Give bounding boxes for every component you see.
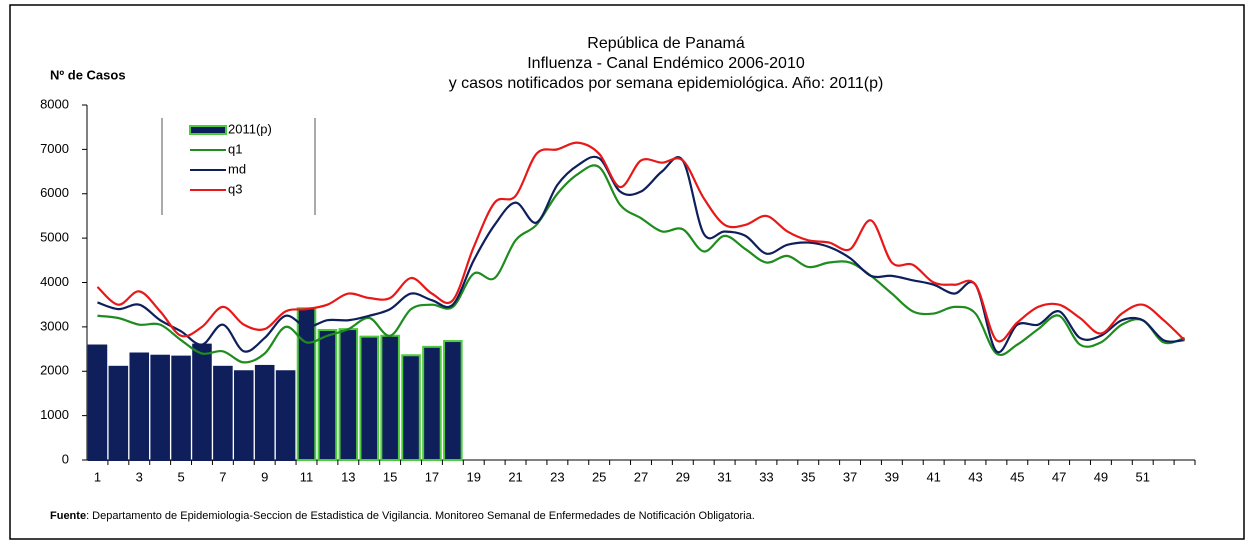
- bar: [443, 340, 463, 462]
- legend: 2011(p) q1 md q3: [161, 118, 316, 215]
- chart-title: República de Panamá: [587, 35, 745, 52]
- legend-label: md: [228, 161, 246, 176]
- bar: [234, 370, 254, 461]
- x-tick-label: 13: [341, 469, 355, 484]
- x-tick-label: 3: [136, 469, 143, 484]
- legend-swatch: [189, 125, 227, 135]
- x-tick-label: 1: [94, 469, 101, 484]
- line: [96, 141, 1186, 343]
- bar: [171, 355, 191, 462]
- x-tick-label: 21: [508, 469, 522, 484]
- legend-label: 2011(p): [228, 121, 272, 136]
- y-tick-label: 6000: [40, 185, 69, 200]
- legend-label: q3: [228, 181, 242, 196]
- x-tick-label: 39: [885, 469, 899, 484]
- x-tick-label: 11: [300, 469, 314, 484]
- line: [97, 155, 1185, 354]
- bar: [338, 328, 359, 461]
- y-tick-label: 0: [62, 451, 69, 466]
- x-tick-label: 33: [759, 469, 773, 484]
- x-tick-label: 47: [1052, 469, 1066, 484]
- chart-title: y casos notificados por semana epidemiol…: [449, 75, 884, 92]
- x-tick-label: 27: [634, 469, 648, 484]
- bar: [380, 334, 400, 461]
- x-tick-label: 7: [219, 469, 226, 484]
- y-tick-label: 1000: [40, 407, 69, 422]
- bar: [359, 335, 380, 462]
- x-tick-label: 19: [467, 469, 481, 484]
- y-axis-label: Nº de Casos: [50, 67, 126, 82]
- x-tick-label: 43: [968, 469, 982, 484]
- y-tick-label: 7000: [40, 141, 69, 156]
- x-tick-label: 31: [717, 469, 731, 484]
- bar: [129, 352, 150, 461]
- bar: [422, 345, 442, 461]
- bar: [317, 328, 338, 462]
- x-tick-label: 51: [1136, 469, 1150, 484]
- x-tick-label: 37: [843, 469, 857, 484]
- bar: [192, 343, 212, 461]
- bar: [150, 354, 170, 461]
- bar: [108, 365, 129, 461]
- x-tick-label: 35: [801, 469, 815, 484]
- bar: [275, 370, 296, 461]
- chart-title: Influenza - Canal Endémico 2006-2010: [527, 55, 805, 72]
- bar: [296, 307, 317, 461]
- x-tick-label: 15: [383, 469, 397, 484]
- y-tick-label: 3000: [40, 318, 69, 333]
- x-tick-label: 17: [425, 469, 439, 484]
- source-text: : Departamento de Epidemiologia-Seccion …: [86, 510, 755, 522]
- legend-label: q1: [228, 141, 242, 156]
- y-tick-label: 4000: [40, 274, 69, 289]
- x-tick-label: 5: [177, 469, 184, 484]
- bar: [254, 364, 275, 461]
- x-tick-label: 45: [1010, 469, 1024, 484]
- y-tick-label: 5000: [40, 230, 69, 245]
- legend-box: [162, 118, 315, 215]
- bar: [213, 365, 233, 461]
- bar: [87, 344, 108, 462]
- x-tick-label: 41: [926, 469, 940, 484]
- line: [97, 164, 1185, 364]
- x-tick-label: 29: [676, 469, 690, 484]
- x-tick-label: 23: [550, 469, 564, 484]
- source-note: Fuente: Departamento de Epidemiologia-Se…: [50, 510, 755, 522]
- bar: [401, 354, 421, 461]
- y-tick-label: 8000: [40, 96, 69, 111]
- y-tick-label: 2000: [40, 363, 69, 378]
- source-label: Fuente: [50, 510, 86, 522]
- x-tick-label: 49: [1094, 469, 1108, 484]
- x-tick-label: 9: [261, 469, 268, 484]
- x-tick-label: 25: [592, 469, 606, 484]
